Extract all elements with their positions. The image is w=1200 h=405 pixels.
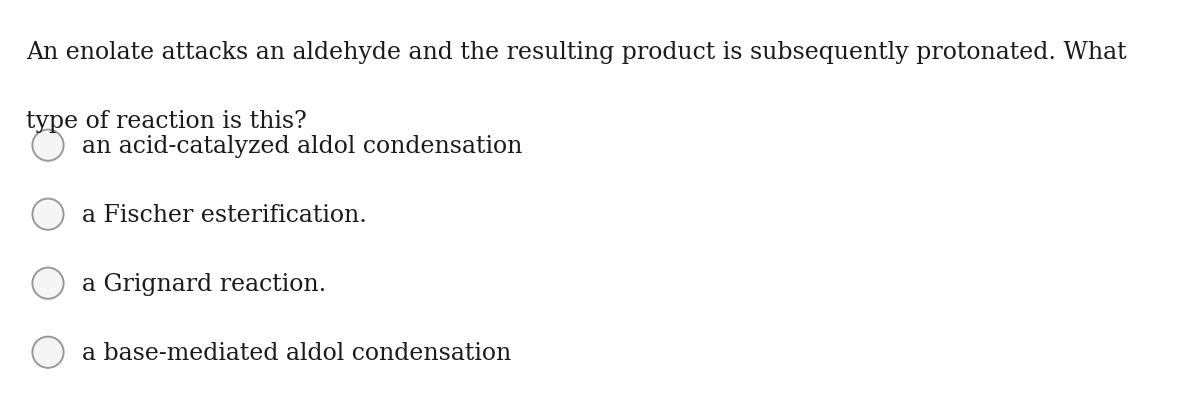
Text: a base-mediated aldol condensation: a base-mediated aldol condensation <box>82 341 511 364</box>
Text: an acid-catalyzed aldol condensation: an acid-catalyzed aldol condensation <box>82 134 522 157</box>
Text: a Grignard reaction.: a Grignard reaction. <box>82 272 326 295</box>
Text: type of reaction is this?: type of reaction is this? <box>26 109 307 132</box>
Text: a Fischer esterification.: a Fischer esterification. <box>82 203 366 226</box>
Text: An enolate attacks an aldehyde and the resulting product is subsequently protona: An enolate attacks an aldehyde and the r… <box>26 40 1127 64</box>
